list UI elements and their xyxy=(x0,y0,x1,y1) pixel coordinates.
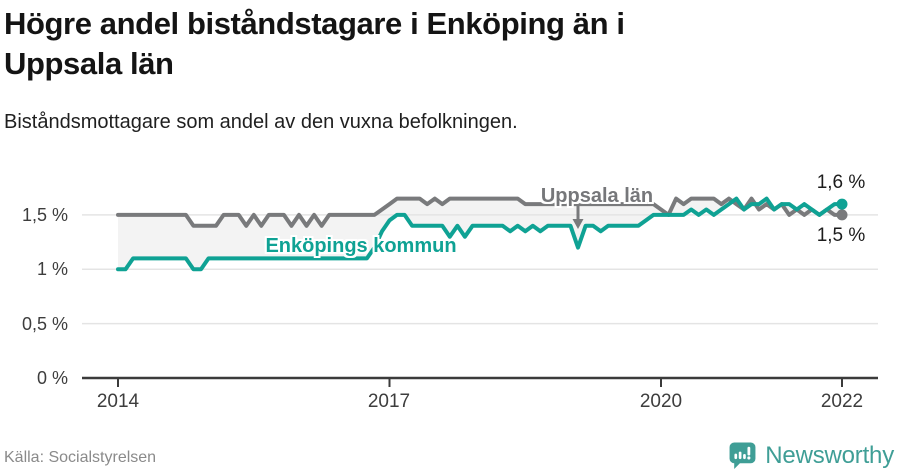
uppsala-line xyxy=(116,196,844,228)
x-tick-label-2014: 2014 xyxy=(96,391,140,412)
enkoping-end-value: 1,6 % xyxy=(816,172,866,193)
uppsala-end-value: 1,5 % xyxy=(816,225,866,246)
y-tick-label-1: 1 % xyxy=(36,259,68,279)
uppsala-label-arrow xyxy=(572,206,584,229)
x-tick-label-2017: 2017 xyxy=(367,391,411,412)
source-note: Källa: Socialstyrelsen xyxy=(4,449,157,466)
x-tick-label-2022: 2022 xyxy=(820,391,864,412)
y-tick-label-0: 0 % xyxy=(36,368,68,388)
y-tick-label-1-5: 1,5 % xyxy=(21,205,68,225)
x-axis-ticks xyxy=(117,379,843,387)
gridlines xyxy=(82,214,878,325)
uppsala-end-dot xyxy=(836,209,848,221)
newsworthy-brand: Newsworthy xyxy=(728,441,894,470)
page-title: Högre andel biståndstagare i Enköping än… xyxy=(4,6,625,81)
chart-subtitle: Biståndsmottagare som andel av den vuxna… xyxy=(4,111,518,133)
enkoping-end-dot xyxy=(836,198,848,210)
enkoping-line xyxy=(116,196,844,272)
newsworthy-logo-icon xyxy=(729,442,756,469)
enkoping-series-label: Enköpings kommun xyxy=(265,235,457,257)
newsworthy-wordmark: Newsworthy xyxy=(765,441,894,469)
uppsala-series-label: Uppsala län xyxy=(540,185,654,207)
x-tick-label-2020: 2020 xyxy=(639,391,683,412)
y-tick-label-0-5: 0,5 % xyxy=(21,314,68,334)
